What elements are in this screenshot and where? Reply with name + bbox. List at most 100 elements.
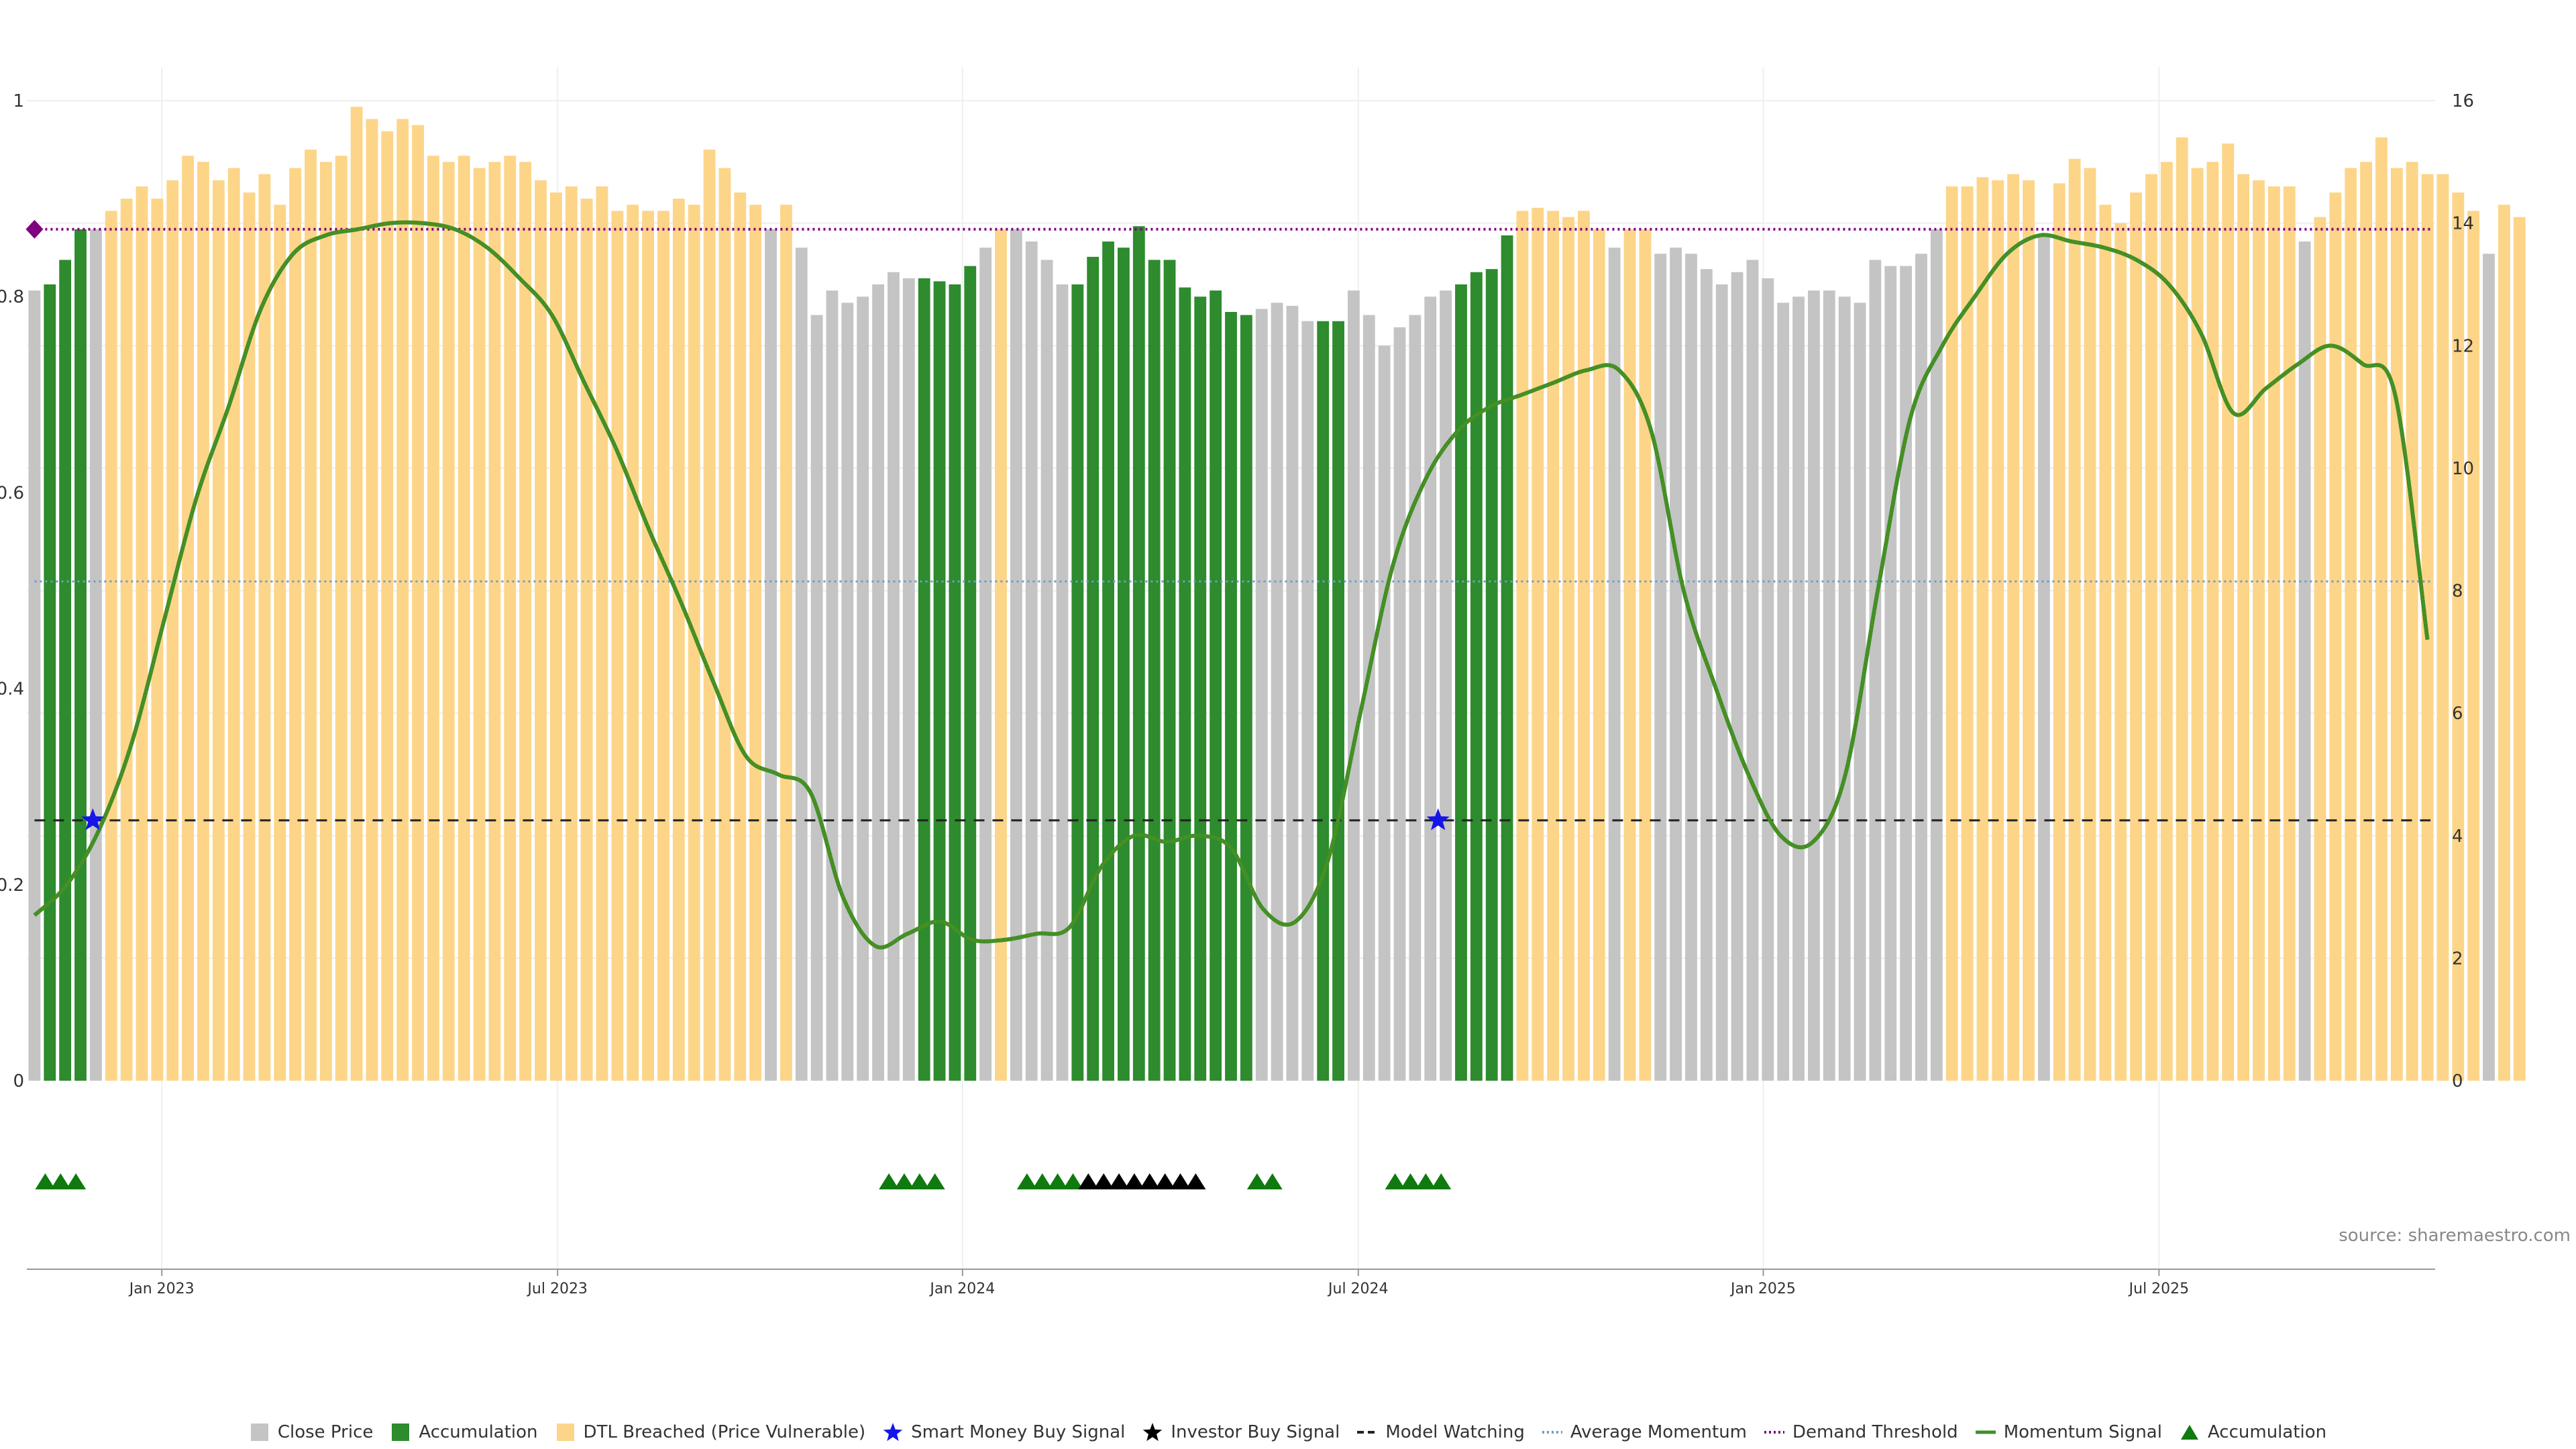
accumulation-bar bbox=[964, 266, 977, 1081]
dtl-breached-bar bbox=[1562, 217, 1574, 1081]
close-price-bar bbox=[2037, 235, 2050, 1081]
bar-layer bbox=[28, 107, 2526, 1081]
dtl-breached-bar bbox=[1639, 229, 1652, 1081]
close-price-bar bbox=[1040, 260, 1053, 1081]
close-price-bar bbox=[1393, 327, 1406, 1081]
dtl-breached-bar bbox=[243, 192, 256, 1081]
accumulation-bar bbox=[1225, 312, 1237, 1081]
dtl-breached-bar bbox=[2467, 211, 2480, 1081]
legend-label: Close Price bbox=[277, 1422, 374, 1442]
investor-buy-marker bbox=[1109, 1173, 1130, 1189]
legend-item: Close Price bbox=[250, 1422, 374, 1442]
right-axis-tick: 10 bbox=[2452, 459, 2474, 479]
close-price-bar bbox=[2483, 254, 2495, 1081]
smart-money-buy-star bbox=[81, 808, 105, 830]
legend-swatch-dashed bbox=[1357, 1422, 1378, 1442]
dtl-breached-bar bbox=[2191, 168, 2204, 1081]
dtl-breached-bar bbox=[396, 119, 409, 1081]
accumulation-marker bbox=[894, 1173, 914, 1189]
dtl-breached-bar bbox=[2498, 205, 2510, 1081]
dtl-breached-bar bbox=[2084, 168, 2096, 1081]
dtl-breached-bar bbox=[749, 205, 762, 1081]
legend-label: Demand Threshold bbox=[1792, 1422, 1958, 1442]
dtl-breached-bar bbox=[2222, 143, 2235, 1081]
right-axis-tick: 2 bbox=[2452, 949, 2463, 969]
close-price-bar bbox=[1362, 315, 1375, 1081]
right-axis-tick: 8 bbox=[2452, 582, 2463, 602]
accumulation-marker bbox=[66, 1173, 87, 1189]
dtl-breached-bar bbox=[734, 192, 747, 1081]
accumulation-marker bbox=[1047, 1173, 1068, 1189]
dtl-breached-bar bbox=[258, 174, 271, 1081]
close-price-bar bbox=[1409, 315, 1421, 1081]
close-price-bar bbox=[1348, 290, 1360, 1081]
close-price-bar bbox=[1915, 254, 1927, 1081]
dtl-breached-bar bbox=[2114, 223, 2127, 1081]
investor-buy-marker bbox=[1078, 1173, 1099, 1189]
x-axis-tick-label: Jul 2023 bbox=[526, 1281, 588, 1297]
x-axis-tick-label: Jul 2024 bbox=[1327, 1281, 1389, 1297]
dtl-breached-bar bbox=[596, 186, 608, 1081]
legend-label: Investor Buy Signal bbox=[1171, 1422, 1340, 1442]
left-axis-tick: 0.2 bbox=[0, 875, 24, 896]
accumulation-bar bbox=[949, 284, 961, 1081]
accumulation-bar bbox=[59, 260, 72, 1081]
legend-label: Average Momentum bbox=[1570, 1422, 1748, 1442]
dtl-breached-bar bbox=[2099, 205, 2112, 1081]
accumulation-bar bbox=[1148, 260, 1161, 1081]
legend-item: Average Momentum bbox=[1542, 1422, 1747, 1442]
accumulation-marker bbox=[909, 1173, 930, 1189]
right-axis-tick: 12 bbox=[2452, 336, 2474, 356]
accumulation-bar bbox=[1210, 290, 1222, 1081]
dtl-breached-bar bbox=[2360, 162, 2373, 1081]
dtl-breached-bar bbox=[2267, 186, 2280, 1081]
dtl-breached-bar bbox=[366, 119, 378, 1081]
dtl-breached-bar bbox=[2007, 174, 2020, 1081]
dtl-breached-bar bbox=[780, 205, 792, 1081]
accumulation-bar bbox=[1240, 315, 1252, 1081]
accumulation-marker bbox=[1246, 1173, 1267, 1189]
dtl-breached-bar bbox=[1976, 177, 1989, 1081]
dtl-breached-bar bbox=[182, 156, 195, 1081]
close-price-bar bbox=[1685, 254, 1697, 1081]
close-price-bar bbox=[826, 290, 839, 1081]
dtl-breached-bar bbox=[212, 180, 225, 1081]
accumulation-bar bbox=[1071, 284, 1084, 1081]
legend-label: Accumulation bbox=[419, 1422, 538, 1442]
dtl-breached-bar bbox=[1623, 229, 1636, 1081]
accumulation-marker bbox=[1415, 1173, 1436, 1189]
dtl-breached-bar bbox=[549, 192, 562, 1081]
legend-swatch-star bbox=[883, 1422, 903, 1442]
accumulation-marker bbox=[1385, 1173, 1405, 1189]
accumulation-marker bbox=[1262, 1173, 1283, 1189]
close-price-bar bbox=[1900, 266, 1913, 1081]
dtl-breached-bar bbox=[2145, 174, 2157, 1081]
dtl-breached-bar bbox=[227, 168, 240, 1081]
dtl-breached-bar bbox=[2329, 192, 2342, 1081]
close-price-bar bbox=[1700, 269, 1713, 1081]
right-axis-tick: 14 bbox=[2452, 214, 2474, 234]
dtl-breached-bar bbox=[2253, 180, 2265, 1081]
dtl-breached-bar bbox=[2130, 192, 2143, 1081]
close-price-bar bbox=[979, 248, 992, 1081]
close-price-bar bbox=[1608, 248, 1621, 1081]
dtl-breached-bar bbox=[335, 156, 347, 1081]
close-price-bar bbox=[1762, 278, 1774, 1081]
accumulation-bar bbox=[1179, 287, 1191, 1081]
left-axis-tick: 1 bbox=[13, 91, 24, 111]
dtl-breached-bar bbox=[703, 150, 716, 1081]
x-axis-tick-label: Jan 2025 bbox=[1729, 1281, 1796, 1297]
close-price-bar bbox=[795, 248, 808, 1081]
accumulation-bar bbox=[1332, 321, 1344, 1081]
legend-swatch-triangle bbox=[2180, 1422, 2200, 1442]
accumulation-marker bbox=[1016, 1173, 1037, 1189]
dtl-breached-bar bbox=[2237, 174, 2250, 1081]
close-price-bar bbox=[810, 315, 823, 1081]
dtl-breached-bar bbox=[319, 162, 332, 1081]
close-price-bar bbox=[1056, 284, 1069, 1081]
dtl-breached-bar bbox=[504, 156, 517, 1081]
dtl-breached-bar bbox=[2314, 217, 2326, 1081]
investor-buy-marker bbox=[1093, 1173, 1114, 1189]
legend-swatch-square bbox=[250, 1422, 270, 1442]
